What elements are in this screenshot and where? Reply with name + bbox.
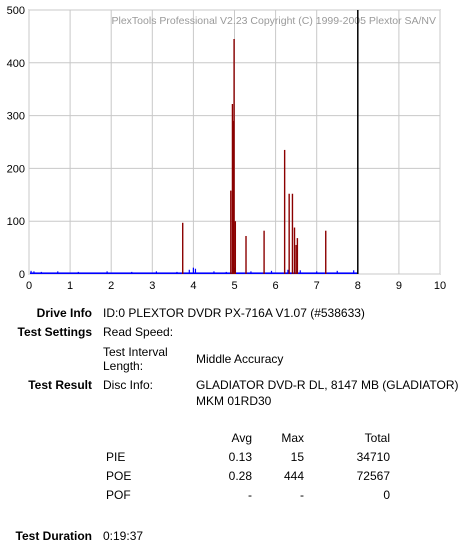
x-tick-label: 2 (108, 280, 114, 292)
x-tick-label: 7 (314, 280, 320, 292)
x-tick-label: 8 (355, 280, 361, 292)
y-tick-label: 300 (7, 111, 25, 123)
x-tick-label: 1 (67, 280, 73, 292)
y-tick-label: 200 (7, 163, 25, 175)
x-tick-label: 5 (231, 280, 237, 292)
x-tick-label: 3 (149, 280, 155, 292)
stats-row-total: 72567 (356, 469, 390, 483)
stats-row-total: 34710 (356, 450, 390, 464)
test-duration-label: Test Duration (15, 529, 92, 543)
test-settings-label: Test Settings (17, 325, 92, 339)
stats-row-max: 444 (283, 469, 304, 483)
total-header: Total (364, 431, 390, 445)
error-chart: PlexTools Professional V2.23 Copyright (… (7, 5, 446, 292)
drive-info-label: Drive Info (36, 306, 92, 320)
stats-row-avg: - (248, 488, 252, 502)
poe-series (182, 39, 327, 274)
stats-row-avg: 0.28 (228, 469, 252, 483)
test-interval-label: Test Interval (103, 345, 168, 359)
chart-watermark: PlexTools Professional V2.23 Copyright (… (112, 15, 437, 27)
x-tick-label: 9 (396, 280, 402, 292)
test-interval-value: Middle Accuracy (196, 352, 284, 366)
test-result-label: Test Result (28, 378, 92, 392)
avg-header: Avg (231, 431, 252, 445)
max-header: Max (281, 431, 304, 445)
y-tick-label: 400 (7, 58, 25, 70)
disc-info-value-2: MKM 01RD30 (196, 394, 272, 408)
stats-row-name: PIE (106, 450, 126, 464)
test-interval-label-2: Length: (103, 359, 144, 373)
stats-row-total: 0 (383, 488, 390, 502)
y-tick-label: 100 (7, 216, 25, 228)
x-axis-ticks: 0 1 2 3 4 5 6 7 8 9 10 (26, 280, 446, 292)
x-tick-label: 6 (273, 280, 279, 292)
y-axis-ticks: 0 100 200 300 400 500 (7, 5, 25, 281)
stats-row-max: 15 (290, 450, 304, 464)
disc-info-value: GLADIATOR DVD-R DL, 8147 MB (GLADIATOR) (196, 378, 459, 392)
read-speed-label: Read Speed: (103, 325, 174, 339)
disc-info-label: Disc Info: (103, 378, 154, 392)
x-tick-label: 4 (190, 280, 196, 292)
x-tick-label: 0 (26, 280, 32, 292)
y-tick-label: 0 (19, 269, 25, 281)
stats-row-max: - (300, 488, 304, 502)
test-duration-value: 0:19:37 (103, 529, 144, 543)
drive-info-value: ID:0 PLEXTOR DVDR PX-716A V1.07 (#538633… (103, 306, 365, 320)
pie-series (30, 267, 358, 274)
x-tick-label: 10 (434, 280, 446, 292)
y-tick-label: 500 (7, 5, 25, 17)
stats-row-avg: 0.13 (228, 450, 252, 464)
stats-row-name: POE (106, 469, 132, 483)
stats-row-name: POF (106, 488, 131, 502)
